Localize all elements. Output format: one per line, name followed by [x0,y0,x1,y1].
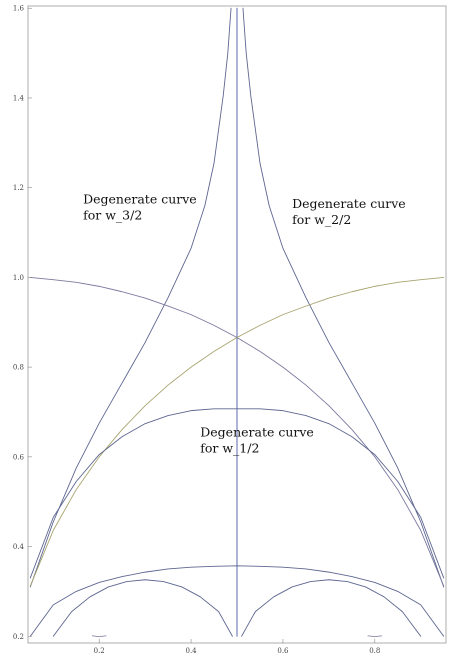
curve-arc-middle [29,408,445,579]
series-layer [29,7,445,638]
y-tick-label: 1.2 [13,184,24,192]
x-tick-label: 0.8 [369,647,380,655]
y-tick-label: 0.2 [13,633,24,641]
annotation-line: for w_2/2 [292,212,351,227]
curve-arc-low [29,565,445,637]
curve-dome-left [52,579,233,637]
plot-frame [27,5,447,644]
curve-speck-right [367,635,383,638]
annotation-line: Degenerate curve [200,425,314,440]
y-tick-label: 1.6 [13,5,25,13]
y-tick-label: 0.4 [13,543,25,551]
y-tick-label: 0.8 [13,364,24,372]
annotation-line: Degenerate curve [83,191,197,206]
curve-speck-left [91,635,107,638]
x-tick-label: 0.2 [94,647,105,655]
x-tick-label: 0.4 [185,647,197,655]
x-tick-label: 0.6 [277,647,289,655]
y-tick-label: 1.0 [13,274,24,282]
tick-layer: 0.2 0.4 0.6 0.8 0.2 0.4 0.6 0.8 1.0 1.2 1.4 1.6 [13,5,381,655]
curve-cusp-left [29,7,232,588]
annotation-line: for w_3/2 [83,207,142,222]
y-tick-label: 1.4 [13,94,25,102]
curve-arc-right-unit [29,276,445,587]
curve-cusp-right [242,7,445,588]
annotation-line: Degenerate curve [292,196,406,211]
curve-dome-right [241,579,422,637]
y-tick-label: 0.6 [13,453,25,461]
annotation-line: for w_1/2 [200,441,259,456]
